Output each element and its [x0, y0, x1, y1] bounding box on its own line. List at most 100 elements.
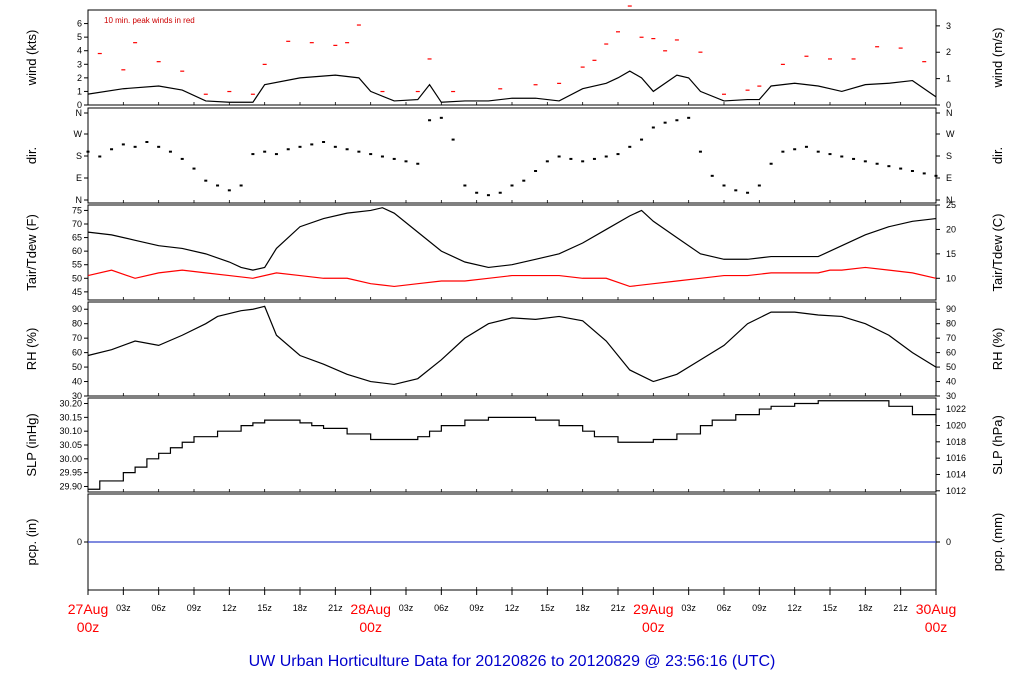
peak-wind-point: [663, 50, 668, 52]
peak-wind-point: [156, 61, 161, 63]
ylabel-right-dir: dir.: [990, 147, 1005, 164]
direction-point: [404, 160, 408, 163]
left-tick-label-slp: 30.10: [59, 426, 82, 436]
peak-wind-point: [227, 90, 232, 93]
panel-frame-slp: [87, 397, 937, 493]
x-hour-label: 12z: [222, 603, 237, 613]
left-tick-label-dir: N: [76, 108, 83, 118]
left-tick-label-wind: 6: [77, 19, 82, 29]
x-day-label: 28Aug: [350, 601, 390, 617]
left-tick-label-temp: 55: [72, 260, 82, 270]
peak-wind-point: [592, 59, 597, 61]
direction-point: [863, 160, 867, 163]
peak-wind-point: [286, 40, 291, 42]
right-tick-label-temp: 10: [946, 273, 956, 283]
direction-point: [121, 143, 125, 146]
series-line-slp-0: [88, 400, 937, 490]
direction-point: [710, 174, 714, 177]
right-tick-label-rh: 40: [946, 377, 956, 387]
direction-point: [510, 184, 514, 187]
x-hour-label: 03z: [116, 603, 131, 613]
right-tick-label-dir: S: [946, 151, 952, 161]
direction-point: [439, 116, 443, 119]
x-hour-label: 12z: [787, 603, 802, 613]
peak-wind-point: [97, 52, 102, 55]
peak-wind-point: [604, 43, 609, 45]
left-tick-label-rh: 90: [72, 304, 82, 314]
direction-point: [910, 170, 914, 172]
ylabel-right-temp: Tair/Tdew (C): [990, 213, 1005, 291]
direction-point: [545, 160, 549, 163]
peak-wind-point: [133, 42, 138, 44]
series-line-temp-0: [87, 207, 937, 271]
left-tick-label-temp: 50: [72, 273, 82, 283]
peak-wind-point: [309, 42, 314, 44]
direction-point: [463, 184, 467, 187]
direction-point: [651, 126, 655, 129]
direction-point: [298, 145, 302, 148]
direction-point: [498, 191, 502, 194]
direction-point: [592, 157, 596, 160]
direction-point: [369, 153, 373, 156]
direction-point: [345, 148, 349, 151]
left-tick-label-slp: 29.90: [59, 481, 82, 491]
direction-point: [604, 155, 608, 158]
direction-point: [333, 145, 337, 148]
left-tick-label-slp: 30.00: [59, 454, 82, 464]
direction-point: [569, 157, 573, 160]
left-tick-label-rh: 70: [72, 333, 82, 343]
x-hour-label: 21z: [328, 603, 343, 613]
peak-wind-point: [451, 90, 456, 93]
ylabel-left-pcp: pcp. (in): [24, 519, 39, 566]
direction-point: [286, 148, 290, 151]
direction-point: [204, 179, 208, 182]
series-line-wind-0: [87, 70, 937, 103]
right-tick-label-rh: 50: [946, 362, 956, 372]
direction-point: [263, 150, 267, 153]
left-tick-label-slp: 29.95: [59, 468, 82, 478]
right-tick-label-slp: 1022: [946, 404, 966, 414]
peak-wind-point: [533, 84, 538, 86]
direction-point: [663, 121, 667, 124]
direction-point: [769, 162, 773, 165]
panel-frame-temp: [87, 204, 937, 301]
direction-point: [145, 141, 149, 143]
right-tick-label-rh: 80: [946, 319, 956, 329]
direction-point: [239, 184, 243, 187]
right-tick-label-pcp: 0: [946, 537, 951, 547]
right-tick-label-wind: 1: [946, 74, 951, 84]
ylabel-left-temp: Tair/Tdew (F): [24, 214, 39, 291]
direction-point: [380, 155, 384, 158]
direction-point: [110, 148, 114, 151]
direction-point: [557, 155, 561, 158]
direction-point: [746, 191, 750, 194]
x-day-label: 27Aug: [68, 601, 108, 617]
direction-point: [840, 155, 844, 158]
x-hour-label: 03z: [681, 603, 696, 613]
right-tick-label-rh: 60: [946, 348, 956, 358]
direction-point: [428, 119, 432, 122]
right-tick-label-temp: 20: [946, 224, 956, 234]
x-hour-label: 09z: [469, 603, 484, 613]
x-day-hour-label: 00z: [77, 619, 100, 635]
right-tick-label-dir: E: [946, 173, 952, 183]
peak-wind-point: [180, 70, 185, 72]
direction-point: [486, 194, 490, 197]
left-tick-label-wind: 5: [77, 32, 82, 42]
direction-point: [628, 145, 632, 148]
left-tick-label-wind: 1: [77, 86, 82, 96]
right-tick-label-dir: N: [946, 195, 953, 205]
direction-point: [227, 189, 231, 192]
x-day-hour-label: 00z: [359, 619, 382, 635]
peak-wind-point: [333, 44, 338, 46]
direction-point: [734, 189, 738, 192]
right-tick-label-wind: 3: [946, 21, 951, 31]
right-tick-label-rh: 30: [946, 391, 956, 401]
peak-wind-point: [415, 90, 420, 93]
direction-point: [640, 138, 644, 141]
peak-wind-point: [651, 38, 656, 40]
peak-wind-point: [121, 69, 126, 71]
left-tick-label-slp: 30.15: [59, 412, 82, 422]
direction-point: [133, 145, 137, 148]
left-tick-label-dir: W: [74, 129, 83, 139]
